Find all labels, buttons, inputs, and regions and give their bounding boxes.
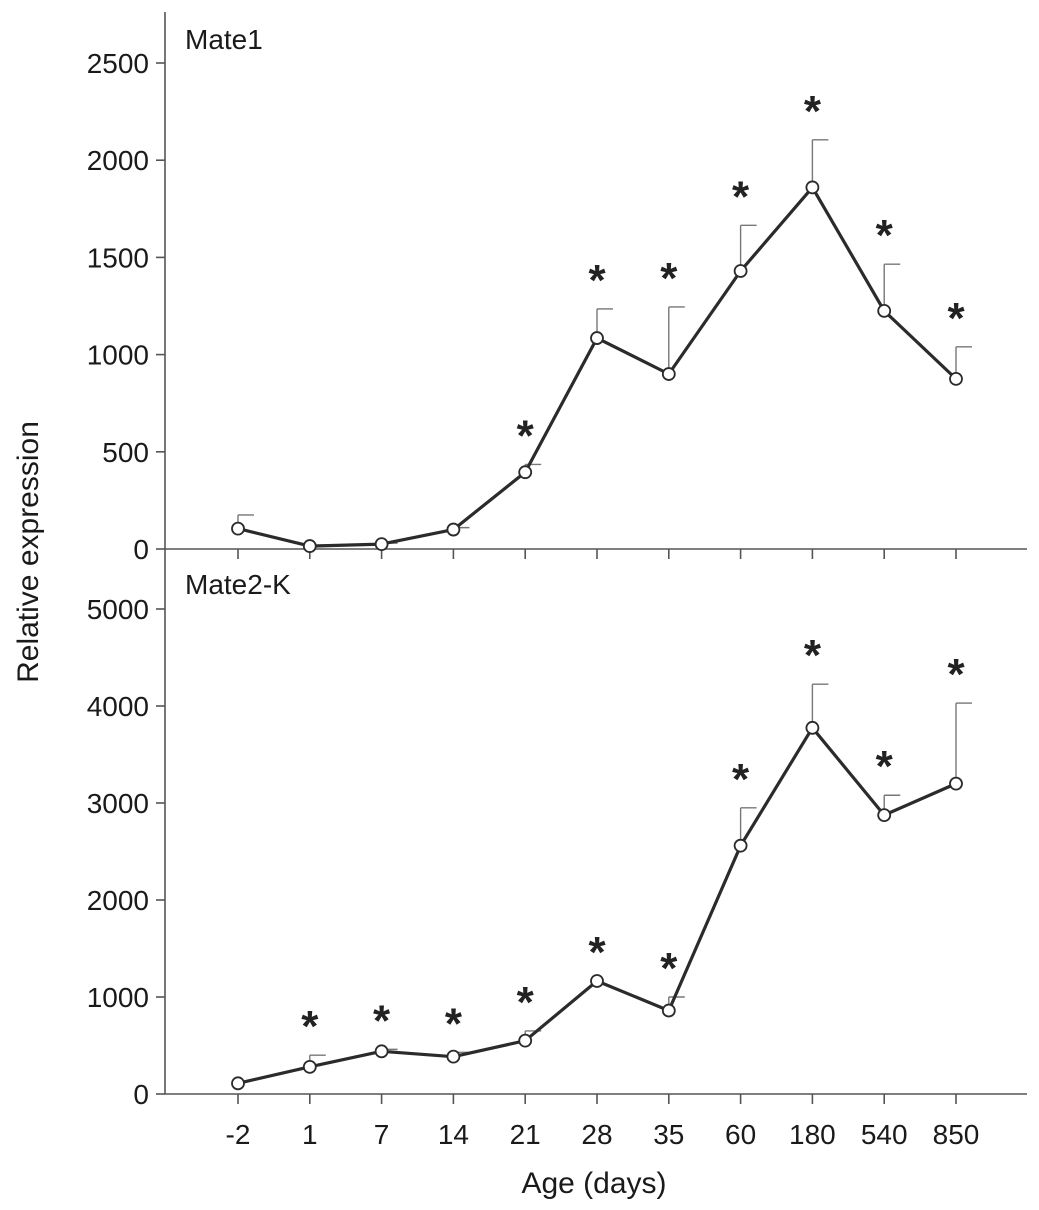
- y-axis-label: Relative expression: [12, 421, 45, 683]
- significance-marker: *: [876, 211, 894, 260]
- y-tick-label: 1000: [87, 340, 149, 371]
- x-tick-label: 35: [653, 1119, 684, 1150]
- data-point: [231, 521, 245, 536]
- y-tick-label: 2500: [87, 48, 149, 79]
- y-tick-label: 1000: [87, 982, 149, 1013]
- significance-marker: *: [517, 978, 535, 1027]
- data-point: [805, 720, 820, 735]
- series-line: [237, 726, 957, 1085]
- data-point: [661, 1003, 676, 1018]
- x-tick-label: 850: [933, 1119, 980, 1150]
- y-tick-label: 0: [133, 1079, 149, 1110]
- data-point: [302, 539, 317, 553]
- significance-marker: *: [804, 631, 822, 680]
- x-tick-label: 60: [725, 1119, 756, 1150]
- data-point: [302, 1059, 317, 1074]
- data-point: [446, 522, 461, 537]
- panel-label: Mate1: [185, 24, 263, 55]
- data-point: [805, 180, 820, 195]
- data-point: [590, 331, 604, 345]
- significance-marker: *: [804, 87, 822, 136]
- data-point: [733, 838, 748, 853]
- significance-marker: *: [373, 996, 391, 1045]
- data-point: [949, 371, 963, 386]
- significance-marker: *: [732, 172, 750, 221]
- y-tick-label: 1500: [87, 242, 149, 273]
- plot-area: 0 500 1000 1500 2000 2500 Mate1 * * * * * * * 0 1000 200…: [87, 12, 1027, 1150]
- y-tick-label: 500: [102, 437, 149, 468]
- x-tick-label: 540: [861, 1119, 908, 1150]
- y-tick-label: 5000: [87, 594, 149, 625]
- data-point: [446, 1049, 461, 1064]
- significance-marker: *: [947, 294, 965, 343]
- data-point: [661, 367, 676, 381]
- x-tick-label: 7: [374, 1119, 390, 1150]
- data-point: [374, 1044, 389, 1059]
- y-tick-label: 4000: [87, 691, 149, 722]
- significance-marker: *: [660, 254, 678, 303]
- data-point: [877, 808, 892, 823]
- x-tick-label: 180: [789, 1119, 836, 1150]
- x-tick-label: -2: [226, 1119, 251, 1150]
- significance-marker: *: [947, 650, 965, 699]
- data-point: [374, 537, 389, 552]
- series-line: [237, 185, 958, 548]
- data-point: [518, 1033, 533, 1048]
- y-tick-label: 2000: [87, 145, 149, 176]
- x-axis-label: Age (days): [521, 1167, 666, 1200]
- significance-marker: *: [588, 928, 606, 977]
- significance-marker: *: [732, 755, 750, 804]
- x-tick-label: 21: [510, 1119, 541, 1150]
- y-tick-label: 3000: [87, 788, 149, 819]
- panel-1: 0 500 1000 1500 2000 2500 Mate1 * * * * * * *: [87, 12, 1027, 565]
- y-tick-label: 2000: [87, 885, 149, 916]
- significance-marker: *: [301, 1002, 319, 1051]
- data-point: [877, 303, 892, 318]
- significance-marker: *: [517, 411, 535, 460]
- panel-2: 0 1000 2000 3000 4000 5000 Mate2-K * * * * * * * * * *: [87, 549, 1027, 1110]
- significance-marker: *: [445, 999, 463, 1048]
- significance-marker: *: [588, 256, 606, 305]
- x-tick-label: 14: [438, 1119, 469, 1150]
- data-point: [733, 264, 748, 278]
- significance-marker: *: [876, 742, 894, 791]
- data-point: [231, 1076, 245, 1091]
- data-point: [590, 974, 604, 988]
- x-tick-label: 1: [302, 1119, 318, 1150]
- y-tick-label: 0: [133, 534, 149, 565]
- panel-label: Mate2-K: [185, 569, 291, 600]
- x-tick-label: 28: [581, 1119, 612, 1150]
- data-point: [949, 776, 963, 791]
- significance-marker: *: [660, 944, 678, 993]
- data-point: [518, 465, 533, 480]
